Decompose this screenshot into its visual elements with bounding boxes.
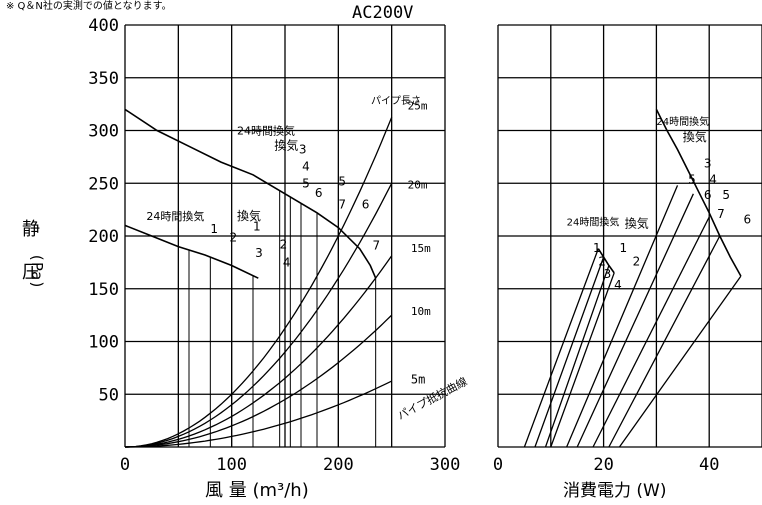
power-line: [618, 275, 742, 448]
annotation-label: 4: [302, 160, 310, 174]
y-tick-label: 300: [88, 122, 119, 142]
annotation-label: 1: [210, 222, 218, 236]
power-curve: [597, 248, 615, 274]
annotation-label: 4: [283, 256, 291, 270]
annotation-label: 24時間換気: [656, 115, 709, 128]
annotation-label: 3: [704, 156, 712, 170]
annotation-label: 24時間換気: [237, 124, 295, 138]
left-x-axis-label: 風 量 (m³/h): [205, 480, 309, 501]
right-grid: [497, 24, 762, 448]
annotation-label: 7: [372, 239, 380, 253]
annotation-label: 6: [315, 186, 323, 200]
y-axis-unit: (Pa): [28, 253, 46, 289]
pipe-curve: [124, 314, 393, 448]
x-tick-label: 300: [430, 455, 461, 475]
power-line: [576, 193, 694, 448]
annotation-label: 1: [619, 241, 627, 255]
x-tick-label: 0: [493, 455, 503, 475]
pipe-curve: [124, 255, 393, 448]
annotation-label: 7: [717, 207, 725, 221]
y-tick-label: 400: [88, 16, 119, 36]
right-chart-marks: 24時間換気換気3546576724時間換気換気112234: [523, 109, 752, 448]
tick-labels: 50 100 150 200 250 300 350 400 0 100 200 300 0 20 40: [88, 16, 719, 475]
annotation-label: 15m: [411, 242, 431, 255]
pipe-length-title: パイプ長さ: [371, 95, 421, 107]
y-tick-label: 50: [99, 385, 119, 405]
annotation-label: 5m: [411, 373, 425, 387]
power-line: [566, 185, 679, 448]
annotation-label: 10m: [411, 305, 431, 318]
annotation-label: 6: [704, 188, 712, 202]
annotation-label: 1: [253, 220, 261, 234]
performance-curve: [124, 108, 377, 279]
annotation-label: 25m: [408, 99, 428, 112]
left-grid: [124, 24, 446, 448]
annotation-label: 7: [338, 198, 346, 212]
y-axis-label-char-2: 圧: [22, 262, 40, 283]
y-tick-label: 100: [88, 333, 119, 353]
power-line: [550, 272, 615, 448]
annotation-label: 24時間換気: [146, 209, 204, 223]
header-note: ※ Q＆N社の実測での値となります。: [6, 0, 172, 12]
y-tick-label: 350: [88, 69, 119, 89]
power-line: [534, 256, 605, 448]
y-tick-label: 200: [88, 227, 119, 247]
annotation-label: 4: [614, 278, 622, 292]
pipe-curve: [124, 183, 393, 448]
x-tick-label: 100: [216, 455, 247, 475]
power-line: [523, 248, 599, 448]
annotation-label: 20m: [408, 179, 428, 192]
annotation-label: 1: [593, 241, 601, 255]
annotation-label: 換気: [683, 129, 707, 144]
annotation-label: 換気: [237, 208, 261, 223]
annotation-label: 24時間換気: [567, 215, 620, 228]
annotation-label: 6: [362, 198, 370, 212]
pipe-curve: [125, 380, 392, 448]
annotation-label: 5: [688, 172, 696, 186]
performance-curve: [124, 224, 259, 279]
y-tick-label: 150: [88, 280, 119, 300]
y-axis-label-char-1: 静: [22, 219, 40, 240]
annotation-label: 3: [604, 267, 612, 281]
annotation-label: 2: [280, 238, 288, 252]
annotation-label: 5: [338, 174, 346, 188]
annotation-label: 3: [255, 246, 263, 260]
power-line: [544, 265, 610, 448]
annotation-label: 4: [709, 172, 717, 186]
right-x-axis-label: 消費電力 (W): [563, 481, 666, 501]
pipe-resistance-title: パイプ抵抗曲線: [395, 374, 470, 423]
supply-voltage: AC200V: [352, 3, 413, 23]
x-tick-label: 40: [699, 455, 719, 475]
annotation-label: 換気: [625, 216, 649, 231]
annotation-label: 2: [598, 255, 606, 269]
power-line: [608, 235, 721, 448]
annotation-label: 3: [299, 143, 307, 157]
annotation-label: 2: [230, 230, 238, 244]
x-tick-label: 0: [120, 455, 130, 475]
power-line: [592, 216, 710, 448]
x-tick-label: 200: [323, 455, 354, 475]
pipe-curve: [124, 117, 393, 448]
annotation-label: 5: [722, 188, 730, 202]
power-curve: [655, 109, 742, 277]
y-tick-label: 250: [88, 174, 119, 194]
annotation-label: 換気: [274, 137, 298, 152]
annotation-label: 6: [744, 212, 752, 226]
x-tick-label: 20: [593, 455, 613, 475]
annotation-label: 2: [633, 255, 641, 269]
annotation-label: 5: [302, 176, 310, 190]
